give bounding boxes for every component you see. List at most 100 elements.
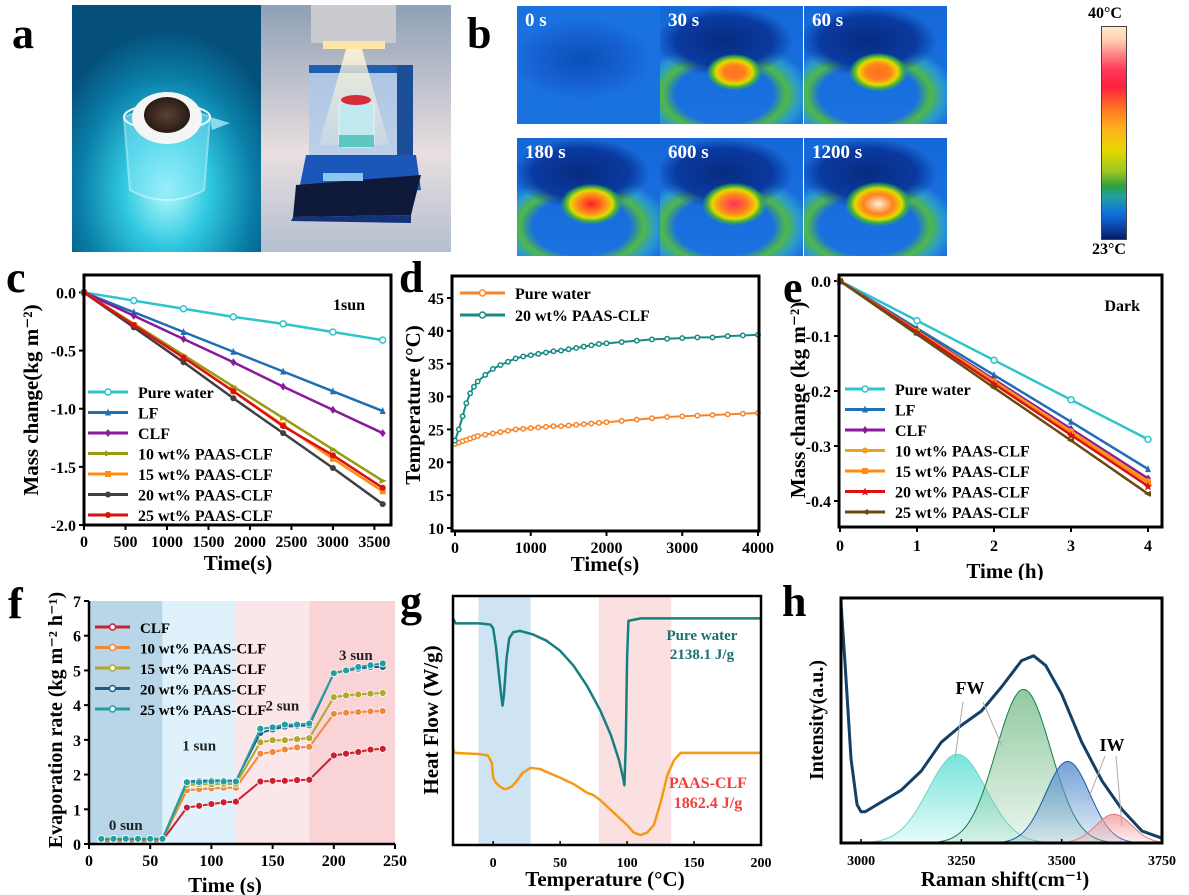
data-point (105, 491, 111, 498)
data-point (105, 429, 111, 437)
data-point (329, 709, 338, 718)
data-point (268, 748, 277, 756)
legend-entry: 10 wt% PAAS-CLF (845, 444, 1030, 461)
panel-label-b: b (467, 9, 492, 58)
y-tick-label: 30 (428, 390, 444, 407)
data-point (378, 707, 387, 715)
x-tick-label: 4 (1144, 538, 1152, 555)
data-point (293, 735, 301, 744)
beaker-photo (72, 5, 261, 252)
y-tick-label: -0.3 (806, 439, 831, 456)
legend-label: 10 wt% PAAS-CLF (140, 642, 266, 658)
data-point (231, 777, 240, 786)
x-tick-label: 100 (617, 856, 638, 871)
series-line (454, 333, 759, 441)
legend-label: LF (138, 406, 159, 423)
data-point (580, 421, 587, 428)
x-tick-label: 3 (1067, 538, 1075, 555)
x-tick-label: 1 (913, 538, 921, 555)
colorbar-max-label: 40°C (1088, 5, 1122, 22)
data-point (550, 423, 557, 430)
annotation-arrow (1115, 755, 1123, 827)
irradiance-region-3 (309, 601, 395, 844)
legend-entry: 15 wt% PAAS-CLF (88, 467, 273, 484)
data-point (121, 834, 130, 843)
y-tick-label: 0 (73, 837, 81, 854)
data-point (342, 666, 350, 675)
data-point (207, 777, 216, 786)
y-tick-label: 6 (73, 629, 81, 646)
chart-f-evaporation-rate: 0 sun 1 sun 2 sun 3 sun 0 1 2 3 4 5 6 7 0 50 100 150 200… (45, 592, 407, 895)
data-point (861, 385, 869, 393)
data-point (256, 777, 265, 786)
panel-label-f: f (8, 579, 23, 628)
data-point (195, 801, 204, 810)
data-point (633, 416, 640, 423)
data-point (565, 422, 572, 429)
data-point (478, 311, 487, 319)
data-point (378, 659, 387, 668)
x-tick-label: 1000 (515, 540, 547, 557)
x-tick-label: 50 (553, 856, 567, 871)
data-point (268, 723, 277, 732)
thermal-image-grid: 0 s 30 s 60 s 180 s 600 s 1200 s (517, 6, 947, 256)
data-point (230, 347, 237, 355)
x-tick-label: 2500 (275, 534, 307, 551)
legend-entry: 25 wt% PAAS-CLF (88, 508, 273, 525)
x-axis-label: Raman shift(cm⁻¹) (921, 867, 1089, 891)
data-point (108, 664, 117, 672)
plot-frame (837, 273, 1164, 529)
data-point (573, 421, 580, 428)
x-tick-label: 1500 (192, 534, 224, 551)
data-point (105, 471, 111, 477)
data-point (130, 322, 137, 328)
data-point (1067, 431, 1075, 439)
data-point (694, 334, 701, 341)
data-point (354, 690, 363, 699)
data-point (354, 748, 363, 756)
data-point (618, 417, 625, 424)
data-point (664, 413, 671, 420)
data-point (329, 387, 336, 395)
data-point (379, 407, 386, 415)
condition-annotation: 1sun (333, 297, 365, 314)
data-point (379, 488, 386, 495)
data-point (1068, 417, 1074, 425)
data-point (470, 383, 477, 390)
data-point (861, 487, 869, 496)
plot-frame (839, 596, 1164, 845)
x-axis-label: Time (s) (188, 873, 262, 895)
x-tick-label: 4000 (742, 540, 774, 557)
data-point (1144, 482, 1152, 491)
x-tick-label: 1000 (151, 534, 183, 551)
data-point (709, 334, 716, 341)
data-point (105, 408, 111, 416)
data-point (329, 405, 336, 414)
legend-label: 25 wt% PAAS-CLF (895, 505, 1030, 522)
legend-label: 15 wt% PAAS-CLF (895, 464, 1030, 481)
thermal-frame: 180 s (517, 138, 660, 256)
y-tick-label: 10 (428, 521, 444, 538)
data-point (280, 367, 287, 375)
data-point (633, 337, 640, 344)
data-point (256, 749, 265, 758)
y-tick-label: -0.4 (806, 494, 831, 511)
legend-entry: 25 wt% PAAS-CLF (845, 505, 1030, 522)
y-tick-label: 35 (428, 357, 444, 374)
data-point (489, 430, 496, 437)
y-tick-label: 15 (428, 488, 444, 505)
data-point (109, 834, 118, 843)
x-axis-label: Time (h) (966, 559, 1043, 580)
data-point (990, 356, 998, 364)
sun-level-label: 0 sun (109, 818, 143, 834)
data-point (520, 425, 527, 432)
y-tick-label: 20 (428, 455, 444, 472)
data-point (474, 433, 481, 439)
data-point (542, 349, 549, 356)
legend-entry: Pure water (845, 382, 971, 399)
annotation-paas-clf-enthalpy: 1862.4 J/g (674, 795, 742, 812)
legend-entry: 20 wt% PAAS-CLF (95, 683, 266, 699)
data-point (603, 419, 610, 426)
annotation-paas-clf: PAAS-CLF (669, 775, 747, 792)
data-point (366, 689, 375, 698)
